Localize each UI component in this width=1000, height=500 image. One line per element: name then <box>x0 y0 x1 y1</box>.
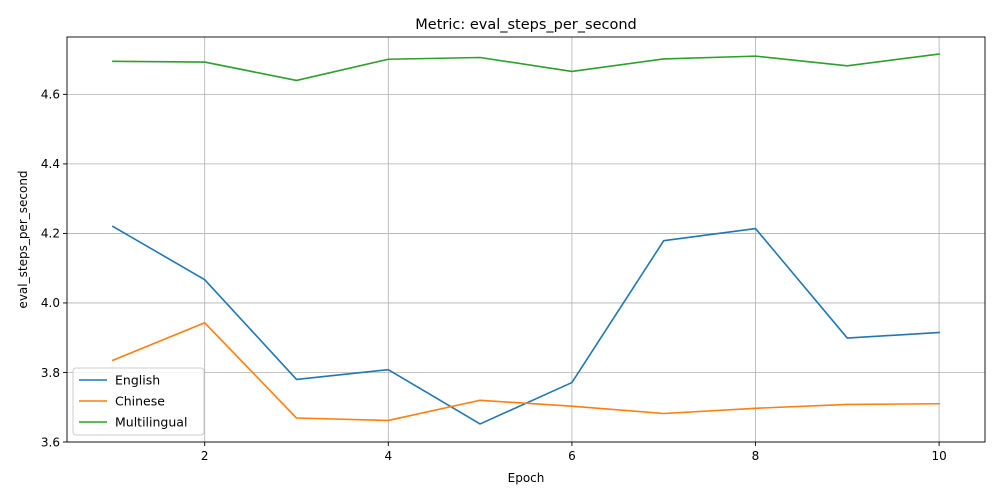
y-tick-label: 4.6 <box>41 88 60 102</box>
y-tick-label: 3.8 <box>41 366 60 380</box>
legend-label: Chinese <box>115 394 165 409</box>
axis-ticks: 2 4 6 8 10 3.6 3.8 4.0 4.2 4.4 4.6 <box>41 88 947 463</box>
series-lines <box>111 53 940 425</box>
legend: English Chinese Multilingual <box>72 367 205 436</box>
series-line-multilingual <box>112 53 940 82</box>
x-tick-label: 4 <box>384 449 392 463</box>
x-tick-label: 10 <box>931 449 946 463</box>
x-tick-label: 2 <box>201 449 209 463</box>
y-tick-label: 4.4 <box>41 157 60 171</box>
grid-lines <box>67 37 985 443</box>
x-tick-label: 6 <box>568 449 576 463</box>
chart-title: Metric: eval_steps_per_second <box>415 17 636 33</box>
series-line-chinese <box>111 321 940 422</box>
x-tick-label: 8 <box>752 449 760 463</box>
y-tick-label: 4.0 <box>41 296 60 310</box>
legend-label: English <box>115 373 160 388</box>
y-axis-label: eval_steps_per_second <box>16 170 30 308</box>
y-tick-label: 4.2 <box>41 227 60 241</box>
plot-frame <box>66 36 986 443</box>
x-axis-label: Epoch <box>508 471 545 485</box>
legend-box <box>72 367 205 436</box>
legend-label: Multilingual <box>115 415 187 430</box>
y-tick-label: 3.6 <box>41 435 60 449</box>
